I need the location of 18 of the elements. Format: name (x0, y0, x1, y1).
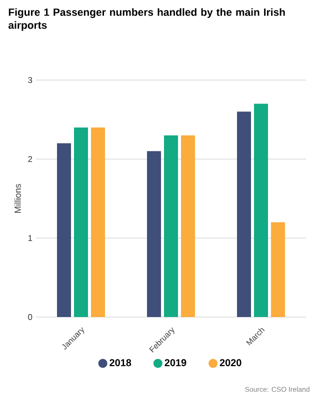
y-tick-label: 1 (28, 235, 32, 241)
bar (91, 127, 105, 318)
bar (181, 135, 195, 318)
legend-label: 2020 (220, 359, 242, 366)
y-tick-label: 0 (28, 314, 32, 320)
legend-label: 2018 (110, 359, 132, 366)
bar (147, 151, 161, 318)
bar (57, 143, 71, 318)
legend-label: 2019 (164, 359, 186, 366)
chart-title: Figure 1 Passenger numbers handled by the main Irish airports (8, 8, 285, 31)
bar (271, 222, 285, 318)
y-tick-label: 2 (28, 156, 32, 162)
y-axis-title: Millions (14, 184, 21, 213)
y-tick-label: 3 (28, 77, 32, 84)
bar (74, 127, 88, 318)
bar (164, 135, 178, 318)
bar (254, 104, 268, 318)
bar (237, 112, 251, 318)
